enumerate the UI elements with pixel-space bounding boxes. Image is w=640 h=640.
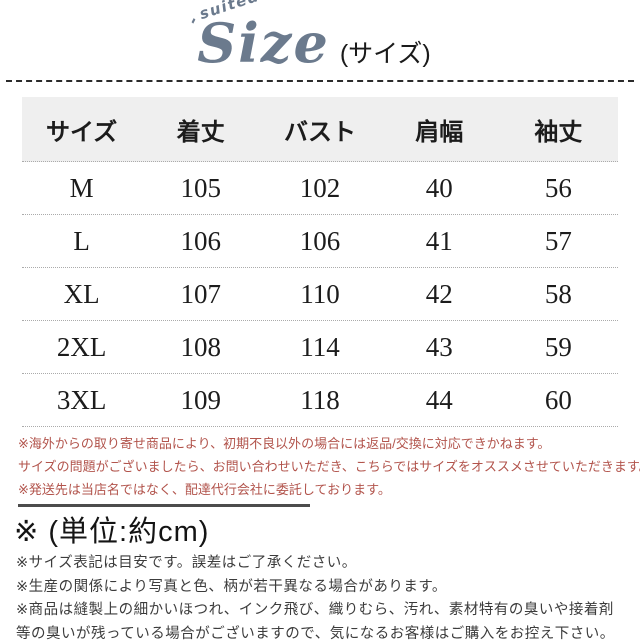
disclaimer-line: 等の臭いが残っている場合がございますので、気になるお客様はご購入をお控え下さい。 [16,625,615,640]
disclaimer-line: ※サイズ表記は目安です。誤差はご了承ください。 [16,555,357,571]
shipping-notice-line: ※発送先は当店名ではなく、配達代行会社に委託しております。 [18,482,391,497]
column-header-length: 着丈 [176,119,225,146]
disclaimer-line: ※生産の関係により写真と色、柄が若干異なる場合があります。 [16,578,447,595]
length-value: 108 [180,331,222,362]
shoulder-value: 40 [425,172,453,203]
length-value: 106 [180,225,222,256]
shoulder-value: 44 [425,384,453,415]
logo-header: -suited/ Size (サイズ) [0,0,640,80]
table-row-3xl: 3XL 109 118 44 60 [22,374,618,427]
size-label: 2XL [56,331,107,362]
column-header-sleeve: 袖丈 [534,119,583,146]
table-row-2xl: 2XL 108 114 43 59 [22,321,618,374]
shoulder-value: 43 [425,331,453,362]
column-header-shoulder: 肩幅 [415,119,464,146]
sleeve-value: 57 [544,225,572,256]
page-subtitle: (サイズ) [339,40,431,68]
size-table: サイズ 着丈 バスト 肩幅 袖丈 M 105 102 40 56 L 106 1… [22,97,618,427]
shoulder-value: 42 [425,278,453,309]
length-value: 107 [180,278,222,309]
shipping-notices: ※海外からの取り寄せ商品により、初期不良以外の場合には返品/交換に対応できかねま… [18,432,640,501]
length-value: 109 [180,384,222,415]
unit-heading: ※ (単位:約cm) [14,516,210,548]
bust-value: 110 [300,278,340,309]
shipping-notice-line: サイズの問題がございましたら、お問い合わせいただき、こちらではサイズをオススメさ… [18,459,640,474]
table-row-m: M 105 102 40 56 [22,162,618,215]
length-value: 105 [180,172,222,203]
disclaimer-line: ※商品は縫製上の細かいほつれ、インク飛び、織りむら、汚れ、素材特有の臭いや接着剤 [16,602,614,618]
size-label: XL [63,278,100,309]
bust-value: 118 [300,384,340,415]
page-title: Size [197,11,330,75]
disclaimer-notices: ※サイズ表記は目安です。誤差はご了承ください。 ※生産の関係により写真と色、柄が… [16,552,640,640]
sleeve-value: 59 [544,331,572,362]
solid-divider [18,504,310,507]
shoulder-value: 41 [425,225,453,256]
size-label: 3XL [56,384,107,415]
column-header-bust: バスト [284,119,356,146]
bust-value: 106 [299,225,341,256]
shipping-notice-line: ※海外からの取り寄せ商品により、初期不良以外の場合には返品/交換に対応できかねま… [18,436,551,451]
table-row-xl: XL 107 110 42 58 [22,268,618,321]
size-label: M [69,172,94,203]
sleeve-value: 56 [544,172,572,203]
dashed-divider [6,80,634,82]
table-header-row: サイズ 着丈 バスト 肩幅 袖丈 [22,97,618,162]
size-label: L [73,225,90,256]
bust-value: 102 [299,172,341,203]
column-header-size: サイズ [45,119,118,146]
logo-line: Size (サイズ) [0,0,634,70]
sleeve-value: 58 [544,278,572,309]
sleeve-value: 60 [544,384,572,415]
bust-value: 114 [300,331,340,362]
table-row-l: L 106 106 41 57 [22,215,618,268]
